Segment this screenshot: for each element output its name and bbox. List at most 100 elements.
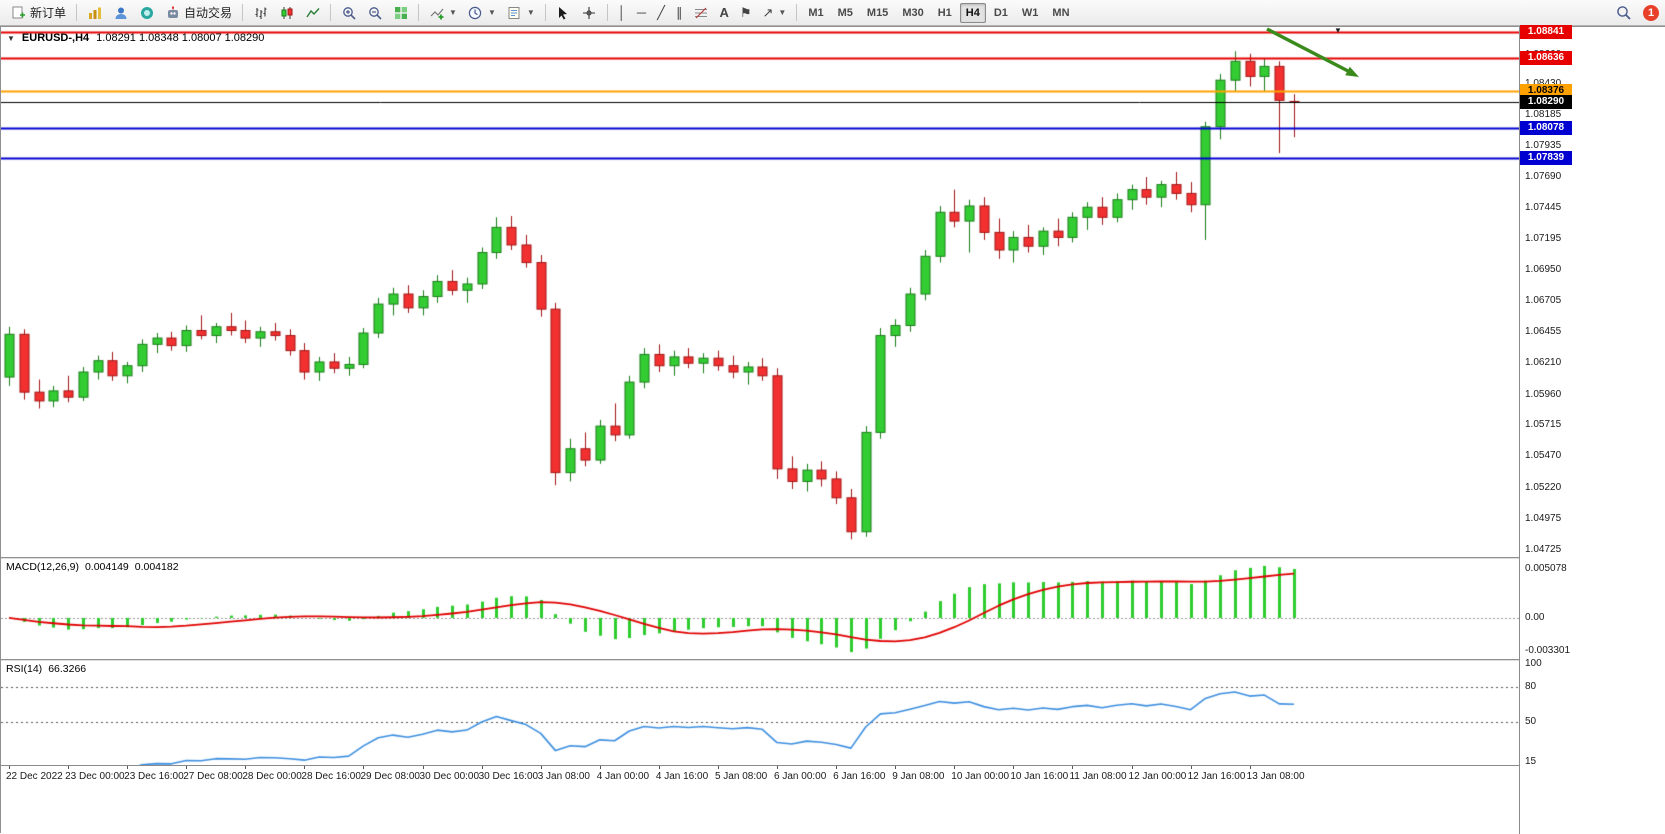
zoom-in-icon	[341, 5, 356, 20]
price-tick-label: 1.05715	[1525, 419, 1562, 431]
timeframe-button-m1[interactable]: M1	[808, 6, 824, 19]
time-tick	[1132, 766, 1133, 769]
rsi-value: 66.3266	[48, 663, 87, 675]
ohlc-label: 1.08291 1.08348 1.08007 1.08290	[96, 32, 265, 44]
rsi-name: RSI(14)	[6, 663, 43, 675]
timeframe-button-h4[interactable]: H4	[959, 2, 986, 23]
timeframe-button-d1[interactable]: D1	[993, 6, 1008, 19]
price-tick-label: 1.07935	[1525, 140, 1562, 152]
time-axis[interactable]: 22 Dec 2022 23 Dec 00:00 23 Dec 16:00 27 De…	[1, 765, 1519, 792]
panel-separator[interactable]	[1, 659, 1519, 661]
horizontal-line-tool[interactable]: ─	[632, 2, 651, 24]
date-label: 10 Jan 00:00	[951, 771, 1010, 782]
time-tick	[895, 766, 896, 769]
timeframe-button-m5[interactable]: M5	[837, 6, 853, 19]
price-tick-label: 1.07195	[1525, 233, 1562, 245]
metaeditor-button[interactable]	[134, 2, 159, 24]
timeframe-button-w1[interactable]: W1	[1021, 6, 1039, 19]
toolbar-separator	[242, 4, 244, 21]
panel-separator[interactable]	[1, 557, 1519, 559]
time-tick	[777, 766, 778, 769]
new-order-button[interactable]: 新订单	[6, 2, 71, 24]
date-label: 13 Jan 08:00	[1246, 771, 1305, 782]
profiles-button[interactable]	[108, 2, 133, 24]
timeframe-button-m15[interactable]: M15	[866, 6, 889, 19]
text-tool[interactable]: A	[714, 2, 733, 24]
chart-title: ▼ EURUSD-,H4 1.08291 1.08348 1.08007 1.0…	[7, 32, 264, 44]
new-chart-button[interactable]	[82, 2, 107, 24]
time-tick	[1013, 766, 1014, 769]
trendline-icon: ╱	[657, 4, 665, 20]
date-label: 12 Jan 16:00	[1187, 771, 1246, 782]
templates-button[interactable]: ▼	[502, 2, 540, 24]
tile-windows-icon	[393, 5, 408, 20]
macd-label: MACD(12,26,9) 0.004149 0.004182	[6, 561, 179, 573]
periods-button[interactable]: ▼	[463, 2, 501, 24]
zoom-in-button[interactable]	[336, 2, 361, 24]
price-tick-label: 1.06705	[1525, 294, 1562, 306]
trendline-tool[interactable]: ╱	[652, 2, 670, 24]
toolbar-separator	[76, 4, 78, 21]
cursor-icon	[556, 5, 571, 20]
time-tick	[127, 766, 128, 769]
zoom-out-icon	[367, 5, 382, 20]
fibonacci-icon	[693, 5, 708, 20]
date-label: 22 Dec 2022	[6, 771, 63, 782]
arrow-shapes-icon: ↗	[762, 4, 774, 20]
auto-trading-button[interactable]: 自动交易	[160, 2, 237, 24]
notification-badge[interactable]: 1	[1643, 4, 1659, 21]
rsi-axis-label: 100	[1525, 658, 1542, 670]
price-tick-label: 1.08185	[1525, 108, 1562, 120]
price-tick-label: 1.06210	[1525, 357, 1562, 369]
price-tick-label: 1.04975	[1525, 512, 1562, 524]
toolbar-separator	[544, 4, 546, 21]
date-label: 28 Dec 00:00	[242, 771, 302, 782]
candlestick-icon	[279, 5, 294, 20]
price-chart-canvas[interactable]	[1, 29, 1519, 557]
search-button[interactable]	[1611, 2, 1636, 24]
date-label: 28 Dec 16:00	[301, 771, 361, 782]
rsi-panel-canvas[interactable]	[1, 661, 1519, 765]
date-label: 5 Jan 08:00	[714, 771, 768, 782]
label-tool[interactable]: ⚑	[735, 2, 757, 24]
price-axis[interactable]: 1.086601.084301.081851.079351.076901.074…	[1519, 25, 1665, 834]
zoom-out-button[interactable]	[362, 2, 387, 24]
chevron-down-icon: ▼	[449, 8, 457, 17]
chevron-down-icon: ▼	[778, 8, 787, 17]
price-tick-label: 1.05960	[1525, 388, 1562, 400]
profiles-icon	[113, 5, 128, 20]
cursor-tool-button[interactable]	[551, 2, 576, 24]
macd-axis-min: -0.003301	[1525, 645, 1571, 656]
timeframe-button-h1[interactable]: H1	[937, 6, 952, 19]
new-chart-icon	[87, 5, 102, 20]
price-tick-label: 1.07690	[1525, 171, 1562, 183]
fibonacci-tool[interactable]	[688, 2, 713, 24]
bar-chart-mode-button[interactable]	[248, 2, 273, 24]
tile-windows-button[interactable]	[388, 2, 413, 24]
rsi-axis-label: 15	[1525, 755, 1537, 767]
chart-window: ▼ EURUSD-,H4 1.08291 1.08348 1.08007 1.0…	[0, 25, 1665, 834]
time-tick	[954, 766, 955, 769]
date-label: 6 Jan 00:00	[774, 771, 827, 782]
auto-trading-label: 自动交易	[184, 6, 233, 20]
horizontal-line-icon: ─	[636, 5, 647, 20]
date-label: 12 Jan 00:00	[1128, 771, 1187, 782]
vertical-line-tool[interactable]: │	[613, 2, 631, 24]
time-tick	[1191, 766, 1192, 769]
candlestick-mode-button[interactable]	[274, 2, 299, 24]
collapse-icon[interactable]: ▼	[7, 33, 15, 43]
macd-panel-canvas[interactable]	[1, 559, 1519, 659]
channel-tool[interactable]: ∥	[671, 2, 688, 24]
time-tick	[482, 766, 483, 769]
date-label: 30 Dec 16:00	[478, 771, 539, 782]
indicators-button[interactable]: ▼	[424, 2, 462, 24]
crosshair-tool-button[interactable]	[577, 2, 602, 24]
chevron-down-icon: ▼	[487, 8, 496, 17]
timeframe-button-mn[interactable]: MN	[1052, 6, 1070, 19]
line-chart-mode-button[interactable]	[300, 2, 325, 24]
time-tick	[659, 766, 660, 769]
chart-shift-marker[interactable]: ▼	[1334, 26, 1342, 35]
price-badge: 1.08078	[1520, 121, 1572, 136]
arrows-tool[interactable]: ↗ ▼	[758, 2, 792, 24]
timeframe-button-m30[interactable]: M30	[902, 6, 924, 19]
